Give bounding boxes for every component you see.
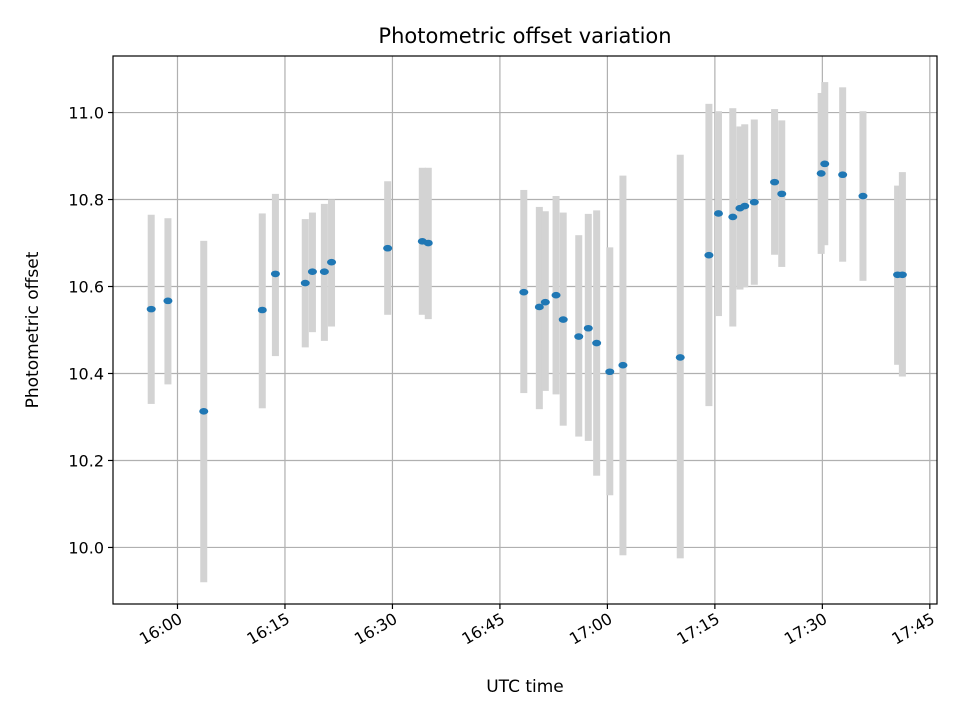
chart-title: Photometric offset variation bbox=[378, 24, 671, 48]
data-point-11 bbox=[423, 239, 433, 247]
data-point-9 bbox=[383, 244, 393, 252]
y-axis-label: Photometric offset bbox=[23, 251, 43, 408]
data-point-17 bbox=[574, 333, 584, 340]
data-point-31 bbox=[816, 170, 826, 177]
y-tick-label-3: 10.6 bbox=[68, 278, 104, 297]
y-tick-label-2: 10.4 bbox=[68, 364, 104, 383]
data-point-15 bbox=[551, 291, 561, 299]
y-tick-label-0: 10.0 bbox=[68, 538, 104, 557]
data-point-28 bbox=[749, 198, 759, 206]
data-point-4 bbox=[270, 270, 280, 278]
data-point-20 bbox=[605, 368, 615, 376]
data-point-14 bbox=[540, 298, 550, 306]
data-point-29 bbox=[770, 178, 780, 186]
plot-frame bbox=[112, 55, 938, 605]
data-point-2 bbox=[199, 408, 209, 415]
data-point-33 bbox=[838, 171, 848, 179]
data-point-24 bbox=[713, 210, 723, 217]
y-tick-label-5: 11.0 bbox=[68, 104, 104, 123]
data-point-25 bbox=[728, 213, 738, 221]
data-point-34 bbox=[858, 192, 868, 200]
x-axis-label: UTC time bbox=[486, 677, 564, 697]
data-point-22 bbox=[675, 354, 685, 361]
data-point-16 bbox=[558, 316, 568, 323]
data-point-36 bbox=[897, 271, 907, 279]
data-point-18 bbox=[583, 324, 593, 332]
data-point-1 bbox=[163, 297, 173, 305]
data-point-21 bbox=[618, 361, 628, 369]
data-point-7 bbox=[319, 268, 329, 276]
data-point-6 bbox=[307, 268, 317, 276]
data-point-0 bbox=[146, 305, 156, 313]
data-point-23 bbox=[704, 251, 714, 259]
data-point-3 bbox=[257, 306, 267, 314]
y-tick-label-4: 10.8 bbox=[68, 191, 104, 210]
data-point-19 bbox=[592, 339, 602, 347]
data-points bbox=[146, 160, 907, 415]
y-tick-label-1: 10.2 bbox=[68, 451, 104, 470]
data-point-27 bbox=[740, 202, 750, 210]
data-point-8 bbox=[327, 258, 337, 266]
data-point-12 bbox=[519, 288, 529, 296]
data-point-5 bbox=[300, 279, 310, 287]
data-point-13 bbox=[534, 303, 544, 311]
data-point-30 bbox=[777, 190, 787, 198]
data-point-32 bbox=[820, 160, 830, 168]
